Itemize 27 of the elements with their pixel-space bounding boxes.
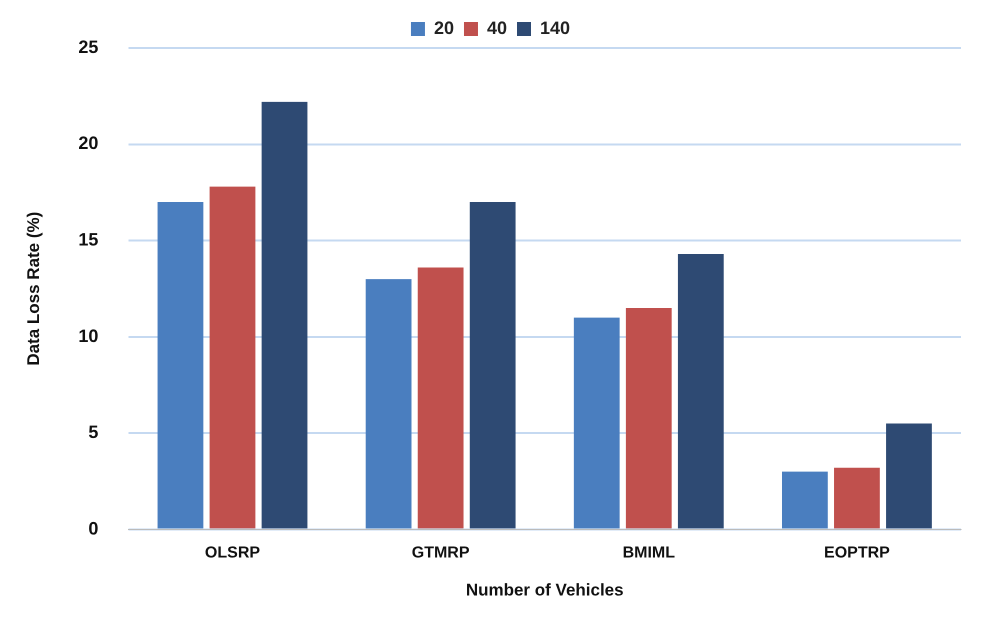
bar — [418, 268, 464, 528]
y-tick-label: 20 — [78, 133, 98, 154]
bar — [626, 308, 672, 528]
y-tick-label: 15 — [78, 230, 98, 250]
bar — [262, 102, 308, 528]
x-axis-title: Number of Vehicles — [466, 580, 624, 600]
x-tick-label: BMIML — [622, 544, 676, 562]
bar — [574, 318, 620, 528]
bar — [678, 254, 724, 528]
legend-label: 40 — [486, 18, 508, 38]
bar — [366, 279, 412, 528]
bar — [782, 472, 828, 528]
y-tick-label: 25 — [78, 36, 98, 57]
bar — [470, 202, 516, 528]
x-tick-label: EOPTRP — [824, 544, 890, 562]
bar — [886, 423, 932, 528]
y-tick-label: 10 — [78, 326, 98, 346]
bar — [158, 202, 204, 528]
y-tick-label: 0 — [88, 518, 98, 538]
y-axis-title: Data Loss Rate (%) — [24, 212, 43, 366]
y-tick-label: 5 — [88, 422, 98, 442]
legend-label: 20 — [434, 18, 454, 38]
bar — [834, 468, 880, 528]
x-tick-label: OLSRP — [204, 544, 260, 562]
legend-label: 140 — [540, 18, 570, 38]
bar — [210, 186, 256, 528]
x-tick-label: GTMRP — [412, 544, 470, 562]
